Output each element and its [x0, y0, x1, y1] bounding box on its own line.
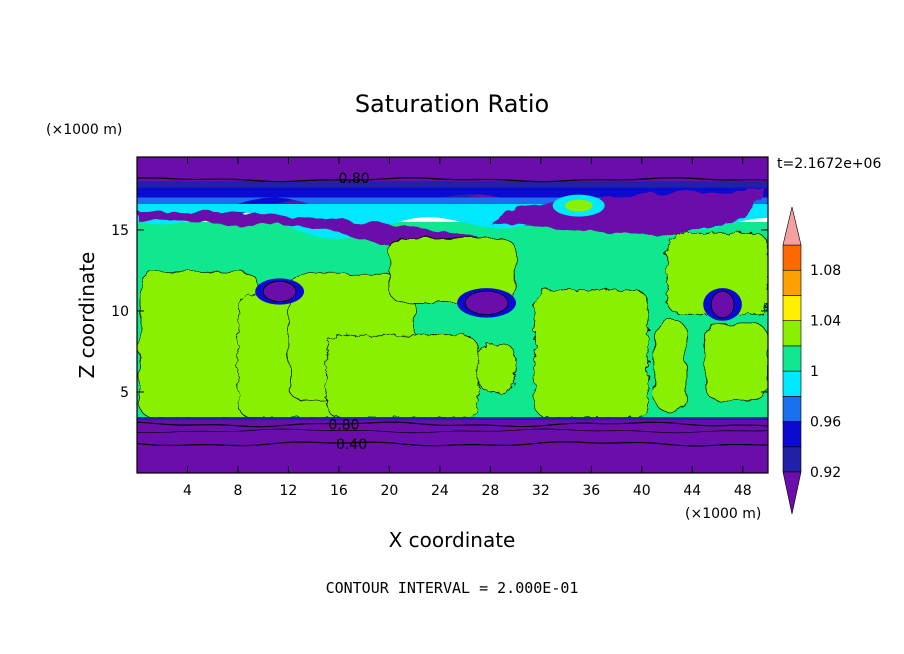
- x-tick-label: 28: [481, 483, 499, 499]
- dry-pocket: [262, 280, 297, 303]
- x-tick-label: 44: [683, 483, 701, 499]
- x-tick-label: 48: [734, 483, 752, 499]
- saturated-region: [534, 289, 649, 419]
- y-axis-label: Z coordinate: [75, 252, 99, 379]
- colorbar-segment: [782, 421, 802, 448]
- contour-line: [137, 441, 768, 447]
- colorbar-tick-label: 1.08: [810, 263, 841, 279]
- colorbar-segment: [782, 345, 802, 372]
- y-unit-label: (×1000 m): [46, 122, 122, 138]
- x-tick-label: 12: [280, 483, 298, 499]
- colorbar-tick-label: 0.92: [810, 465, 841, 481]
- colorbar-segment: [782, 370, 802, 397]
- x-axis-label: X coordinate: [389, 528, 516, 552]
- x-tick-label: 4: [183, 483, 192, 499]
- colorbar: 0.92 0.96 1 1.04 1.08: [782, 206, 841, 515]
- colorbar-segment: [782, 396, 802, 422]
- x-tick-label: 16: [330, 483, 348, 499]
- heatmap-field: [137, 157, 768, 473]
- x-tick-label: 40: [633, 483, 651, 499]
- saturated-region: [325, 334, 479, 419]
- colorbar-segment: [782, 269, 802, 296]
- x-tick-label: 36: [582, 483, 600, 499]
- y-axis-ticks: 5 10 15: [111, 223, 768, 401]
- colorbar-extend-low: [782, 471, 802, 515]
- chart-title: Saturation Ratio: [355, 90, 549, 118]
- y-tick-label: 15: [111, 223, 129, 239]
- contour-label: 0.40: [336, 437, 367, 453]
- contour-labels: 0.80 0.80 0.40: [328, 171, 369, 453]
- dry-pocket: [464, 290, 509, 315]
- saturated-region: [477, 343, 516, 393]
- x-tick-label: 20: [380, 483, 398, 499]
- time-label: t=2.1672e+06: [777, 156, 881, 172]
- x-unit-label: (×1000 m): [685, 506, 761, 522]
- colorbar-segment: [782, 320, 802, 347]
- x-axis-ticks: 4 8 12 16 20 24 28 32 36 40 44 48: [183, 157, 752, 499]
- moist-bubble-core: [564, 199, 593, 212]
- colorbar-segment: [782, 244, 802, 271]
- saturated-region: [389, 237, 516, 304]
- contour-line: [137, 421, 768, 428]
- lower-transition-band: [137, 417, 768, 421]
- x-tick-label: 24: [431, 483, 449, 499]
- colorbar-tick-label: 1: [810, 364, 819, 380]
- colorbar-segment: [782, 295, 802, 321]
- x-tick-label: 8: [233, 483, 242, 499]
- upper-band-cyan: [137, 203, 768, 239]
- contour-label: 0.80: [338, 171, 369, 187]
- contour-label: 0.80: [328, 417, 359, 433]
- dry-pocket: [710, 290, 735, 319]
- colorbar-tick-label: 1.04: [810, 314, 841, 330]
- contour-line: [137, 428, 768, 434]
- dry-patch-upper-right: [490, 189, 768, 237]
- colorbar-tick-label: 0.96: [810, 415, 841, 431]
- contour-line: [137, 177, 768, 183]
- contour-interval-footer: CONTOUR INTERVAL = 2.000E-01: [326, 579, 579, 597]
- colorbar-extend-high: [782, 206, 802, 246]
- colorbar-segment: [782, 446, 802, 473]
- upper-band-blue: [137, 187, 768, 219]
- plot-frame: [136, 156, 769, 474]
- saturated-region: [654, 318, 687, 412]
- y-tick-label: 5: [120, 385, 129, 401]
- x-tick-label: 32: [532, 483, 550, 499]
- saturated-region: [704, 323, 768, 401]
- y-tick-label: 10: [111, 304, 129, 320]
